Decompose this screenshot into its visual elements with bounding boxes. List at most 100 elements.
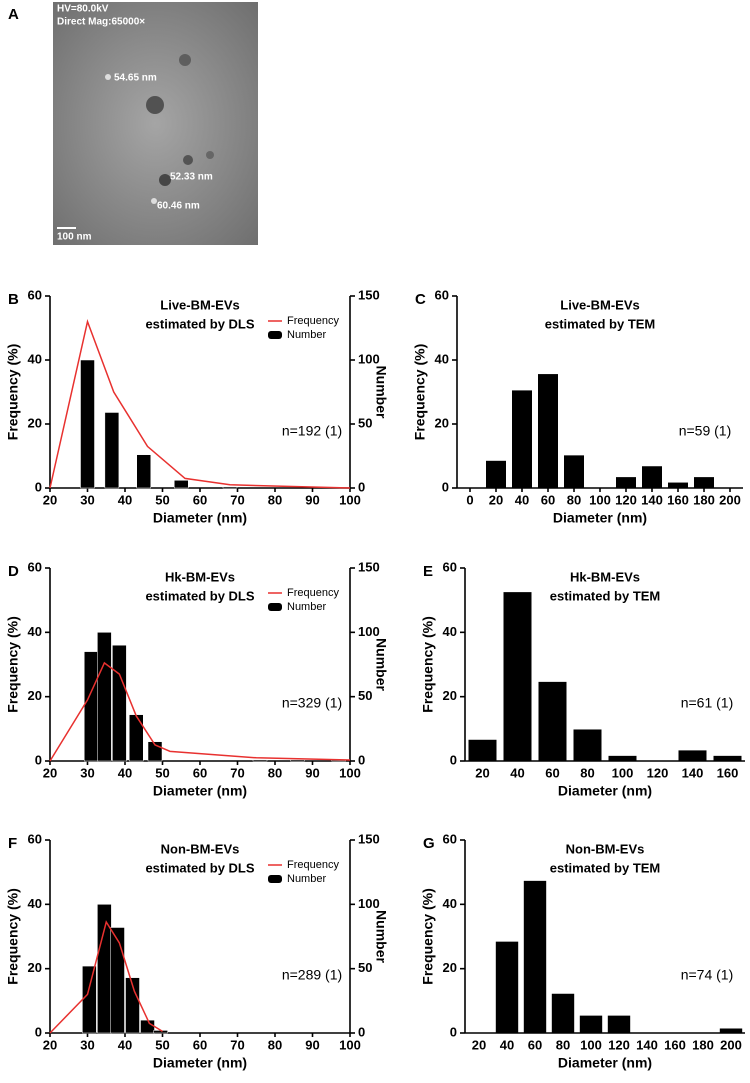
- chart-title: Live-BM-EVs: [160, 297, 239, 312]
- bar: [290, 759, 305, 762]
- frequency-line: [49, 661, 351, 762]
- y2-tick-label: 150: [358, 287, 380, 302]
- x-tick-label: 100: [589, 492, 611, 507]
- y2-tick-label: 100: [358, 896, 380, 911]
- x-axis-label: Diameter (nm): [553, 510, 647, 526]
- x-tick-label: 70: [230, 492, 244, 507]
- y-axis-label: Frequency (%): [420, 888, 436, 984]
- bar: [694, 477, 714, 488]
- y2-tick-label: 150: [358, 559, 380, 574]
- chart-subtitle: estimated by TEM: [545, 316, 656, 331]
- micrograph-background: [53, 2, 258, 245]
- chart-subtitle: estimated by TEM: [550, 588, 661, 603]
- legend-label: Frequency: [287, 859, 339, 871]
- x-tick-label: 90: [305, 492, 319, 507]
- y-tick-label: 60: [28, 831, 42, 846]
- y-tick-label: 20: [28, 415, 42, 430]
- y-tick-label: 40: [443, 624, 457, 639]
- annotation: n=61 (1): [681, 695, 734, 711]
- vesicle: [159, 174, 171, 186]
- x-tick-label: 40: [500, 1037, 514, 1052]
- annotation: n=74 (1): [681, 967, 734, 983]
- bar: [551, 993, 575, 1033]
- x-tick-label: 60: [193, 492, 207, 507]
- y2-axis-label: Number: [373, 638, 389, 691]
- y-tick-label: 40: [28, 896, 42, 911]
- measurement: 52.33 nm: [170, 172, 213, 183]
- x-tick-label: 80: [556, 1037, 570, 1052]
- x-tick-label: 100: [339, 765, 361, 780]
- legend-swatch: [268, 331, 282, 339]
- x-tick-label: 60: [193, 765, 207, 780]
- vesicle: [206, 151, 214, 159]
- panel-letter: B: [8, 291, 19, 308]
- x-tick-label: 20: [489, 492, 503, 507]
- x-tick-label: 50: [155, 765, 169, 780]
- x-axis-label: Diameter (nm): [153, 1055, 247, 1071]
- legend-swatch: [268, 603, 282, 611]
- y-tick-label: 20: [28, 688, 42, 703]
- chart-subtitle: estimated by TEM: [550, 860, 661, 875]
- y-axis-label: Frequency (%): [420, 616, 436, 712]
- x-tick-label: 60: [528, 1037, 542, 1052]
- bar: [512, 390, 532, 488]
- y-tick-label: 40: [443, 896, 457, 911]
- x-tick-label: 20: [472, 1037, 486, 1052]
- bar: [642, 466, 662, 488]
- bar: [668, 482, 688, 488]
- vesicle: [146, 96, 164, 114]
- bar: [84, 651, 99, 762]
- bar: [112, 644, 127, 762]
- y-tick-label: 0: [450, 752, 457, 767]
- x-tick-label: 0: [466, 492, 473, 507]
- x-tick-label: 40: [510, 765, 524, 780]
- x-tick-label: 50: [155, 492, 169, 507]
- measurement: 60.46 nm: [157, 201, 200, 212]
- x-tick-label: 40: [118, 492, 132, 507]
- x-tick-label: 100: [339, 492, 361, 507]
- y2-tick-label: 0: [358, 752, 365, 767]
- panel-letter: C: [415, 291, 426, 308]
- y2-tick-label: 50: [358, 415, 372, 430]
- annotation: n=192 (1): [282, 423, 342, 439]
- vesicle: [179, 54, 191, 66]
- y-tick-label: 60: [28, 559, 42, 574]
- chart-subtitle: estimated by DLS: [145, 588, 254, 603]
- x-tick-label: 80: [268, 492, 282, 507]
- x-tick-label: 140: [682, 765, 704, 780]
- x-tick-label: 140: [641, 492, 663, 507]
- y-tick-label: 60: [435, 287, 449, 302]
- y-axis-label: Frequency (%): [412, 344, 428, 440]
- x-tick-label: 20: [43, 1037, 57, 1052]
- y-tick-label: 20: [443, 688, 457, 703]
- bar: [719, 1028, 743, 1033]
- bar: [607, 1015, 631, 1033]
- y-tick-label: 40: [435, 351, 449, 366]
- x-tick-label: 120: [647, 765, 669, 780]
- x-tick-label: 160: [717, 765, 739, 780]
- y-tick-label: 0: [450, 1024, 457, 1039]
- x-tick-label: 160: [667, 492, 689, 507]
- bar: [564, 455, 584, 488]
- image-label: HV=80.0kV: [57, 4, 109, 15]
- bar: [523, 880, 547, 1033]
- x-tick-label: 100: [339, 1037, 361, 1052]
- x-tick-label: 50: [155, 1037, 169, 1052]
- x-axis-label: Diameter (nm): [558, 783, 652, 799]
- bar: [97, 632, 112, 762]
- vesicle: [151, 198, 157, 204]
- y2-axis-label: Number: [373, 910, 389, 963]
- vesicle: [105, 74, 111, 80]
- y-tick-label: 0: [442, 479, 449, 494]
- x-tick-label: 120: [615, 492, 637, 507]
- x-tick-label: 60: [545, 765, 559, 780]
- legend-swatch: [268, 875, 282, 883]
- chart-title: Hk-BM-EVs: [570, 569, 640, 584]
- panel-letter: D: [8, 563, 19, 580]
- bar: [538, 374, 558, 488]
- bar: [486, 460, 506, 488]
- x-tick-label: 200: [719, 492, 741, 507]
- x-axis-label: Diameter (nm): [558, 1055, 652, 1071]
- annotation: n=329 (1): [282, 695, 342, 711]
- legend-label: Number: [287, 329, 326, 341]
